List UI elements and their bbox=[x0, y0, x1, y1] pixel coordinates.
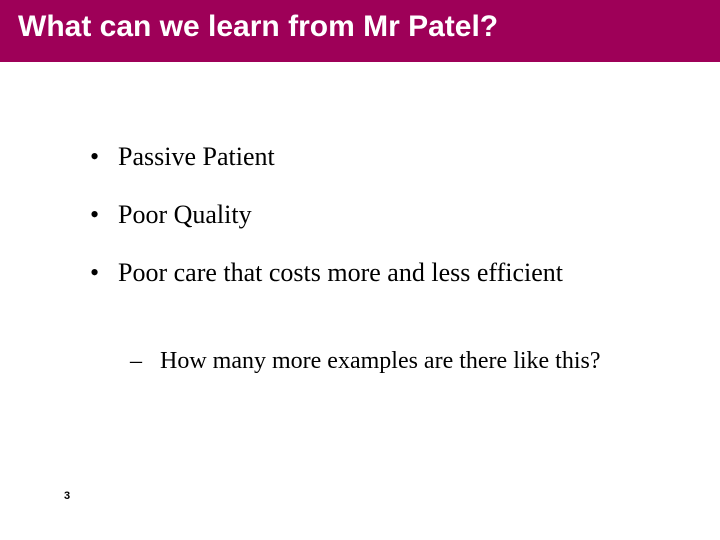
title-bar: What can we learn from Mr Patel? bbox=[0, 0, 720, 62]
page-number: 3 bbox=[64, 490, 70, 502]
bullet-item: Passive Patient bbox=[90, 142, 690, 172]
slide: What can we learn from Mr Patel? Passive… bbox=[0, 0, 720, 540]
slide-title: What can we learn from Mr Patel? bbox=[0, 10, 720, 44]
body-area: Passive Patient Poor Quality Poor care t… bbox=[0, 62, 720, 375]
sub-bullet-item: How many more examples are there like th… bbox=[90, 348, 690, 376]
bullet-item: Poor Quality bbox=[90, 200, 690, 230]
bullet-list: Passive Patient Poor Quality Poor care t… bbox=[90, 142, 690, 375]
bullet-item: Poor care that costs more and less effic… bbox=[90, 258, 690, 288]
